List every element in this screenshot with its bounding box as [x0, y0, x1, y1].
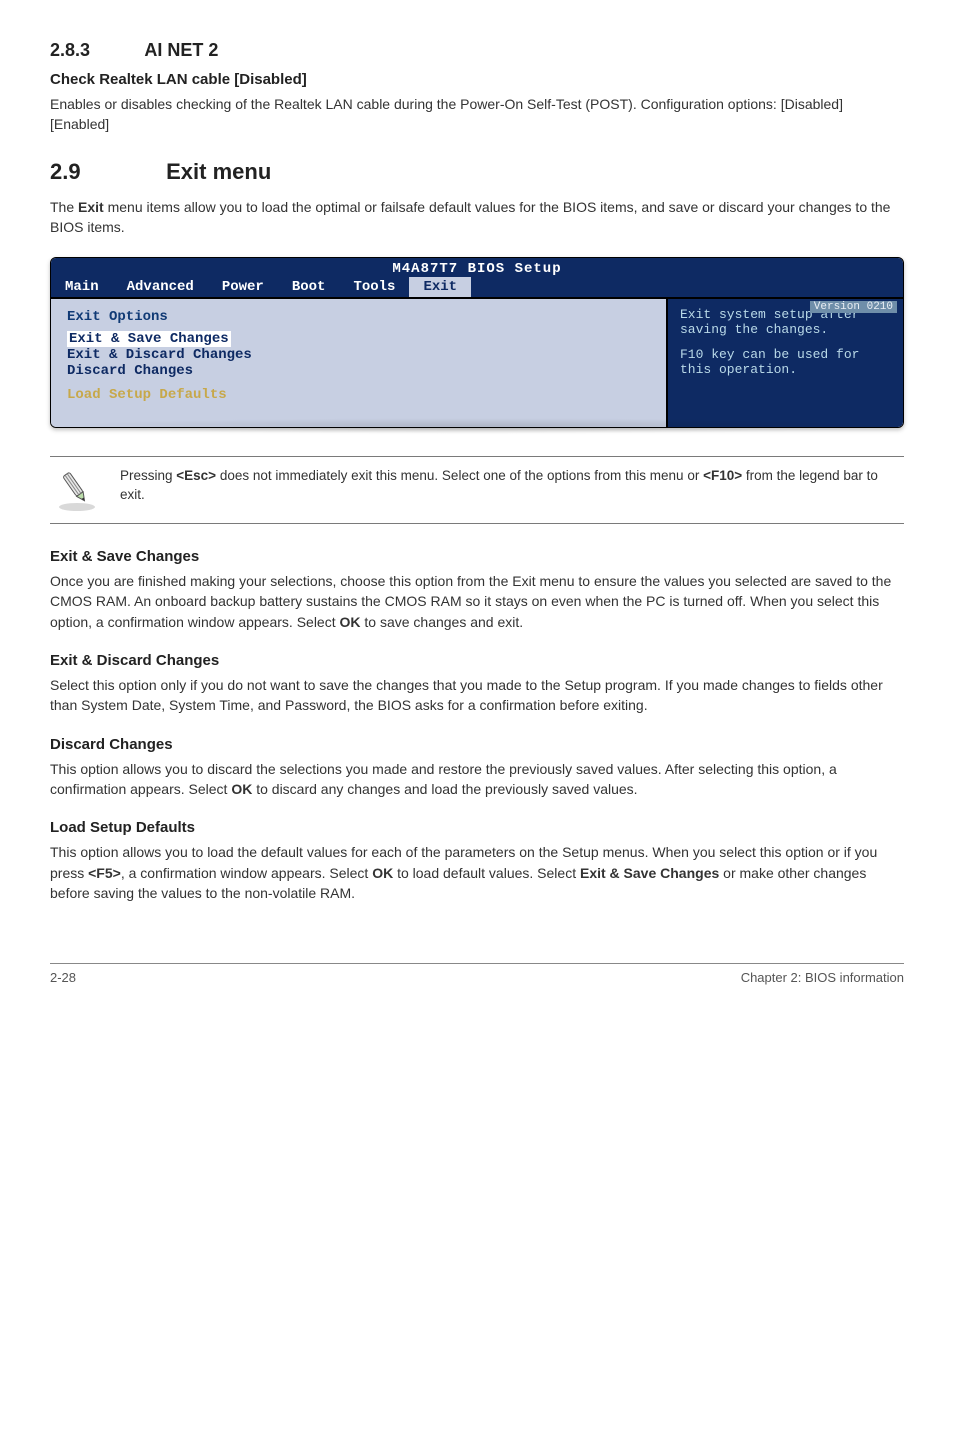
section-number: 2.8.3	[50, 40, 140, 61]
section-title: Exit menu	[166, 159, 271, 184]
bios-tab-boot[interactable]: Boot	[278, 277, 340, 297]
bios-item-discard[interactable]: Discard Changes	[67, 363, 650, 379]
heading-load-defaults: Load Setup Defaults	[50, 819, 904, 836]
heading-discard: Discard Changes	[50, 736, 904, 753]
subheading-realtek: Check Realtek LAN cable [Disabled]	[50, 71, 904, 88]
bios-title: M4A87T7 BIOS Setup	[51, 258, 903, 277]
bios-left-pane: Exit Options Exit & Save Changes Exit & …	[51, 299, 668, 427]
bios-item-load-defaults[interactable]: Load Setup Defaults	[67, 387, 650, 403]
page-number: 2-28	[50, 970, 76, 985]
section-heading-283: 2.8.3 AI NET 2	[50, 40, 904, 61]
para-exit-discard: Select this option only if you do not wa…	[50, 675, 904, 716]
paragraph-exit-intro: The Exit menu items allow you to load th…	[50, 197, 904, 238]
page-footer: 2-28 Chapter 2: BIOS information	[50, 963, 904, 985]
bios-item-exit-save[interactable]: Exit & Save Changes	[67, 331, 231, 347]
paragraph-realtek: Enables or disables checking of the Real…	[50, 94, 904, 135]
section-heading-29: 2.9 Exit menu	[50, 159, 904, 185]
para-load-defaults: This option allows you to load the defau…	[50, 842, 904, 903]
bios-tab-tools[interactable]: Tools	[339, 277, 409, 297]
bios-help-text-2: F10 key can be used for this operation.	[680, 347, 891, 377]
pencil-note-icon	[54, 467, 100, 513]
bios-item-exit-discard[interactable]: Exit & Discard Changes	[67, 347, 650, 363]
bios-tab-row: Main Advanced Power Boot Tools Exit	[51, 277, 903, 297]
note-row: Pressing <Esc> does not immediately exit…	[50, 456, 904, 524]
para-exit-save: Once you are finished making your select…	[50, 571, 904, 632]
heading-exit-discard: Exit & Discard Changes	[50, 652, 904, 669]
para-discard: This option allows you to discard the se…	[50, 759, 904, 800]
bios-tab-main[interactable]: Main	[51, 277, 113, 297]
note-text: Pressing <Esc> does not immediately exit…	[120, 467, 900, 505]
bios-tab-exit[interactable]: Exit	[409, 277, 471, 297]
section-number: 2.9	[50, 159, 160, 185]
bios-tab-power[interactable]: Power	[208, 277, 278, 297]
chapter-label: Chapter 2: BIOS information	[741, 970, 904, 985]
bios-tab-advanced[interactable]: Advanced	[113, 277, 208, 297]
bios-left-heading: Exit Options	[67, 309, 650, 325]
bios-help-pane: Version 0210 Exit system setup after sav…	[668, 299, 903, 427]
bios-version-badge: Version 0210	[810, 301, 897, 313]
heading-exit-save: Exit & Save Changes	[50, 548, 904, 565]
bios-screenshot: M4A87T7 BIOS Setup Main Advanced Power B…	[50, 257, 904, 428]
section-title: AI NET 2	[144, 40, 218, 60]
bios-shadow	[50, 418, 904, 434]
